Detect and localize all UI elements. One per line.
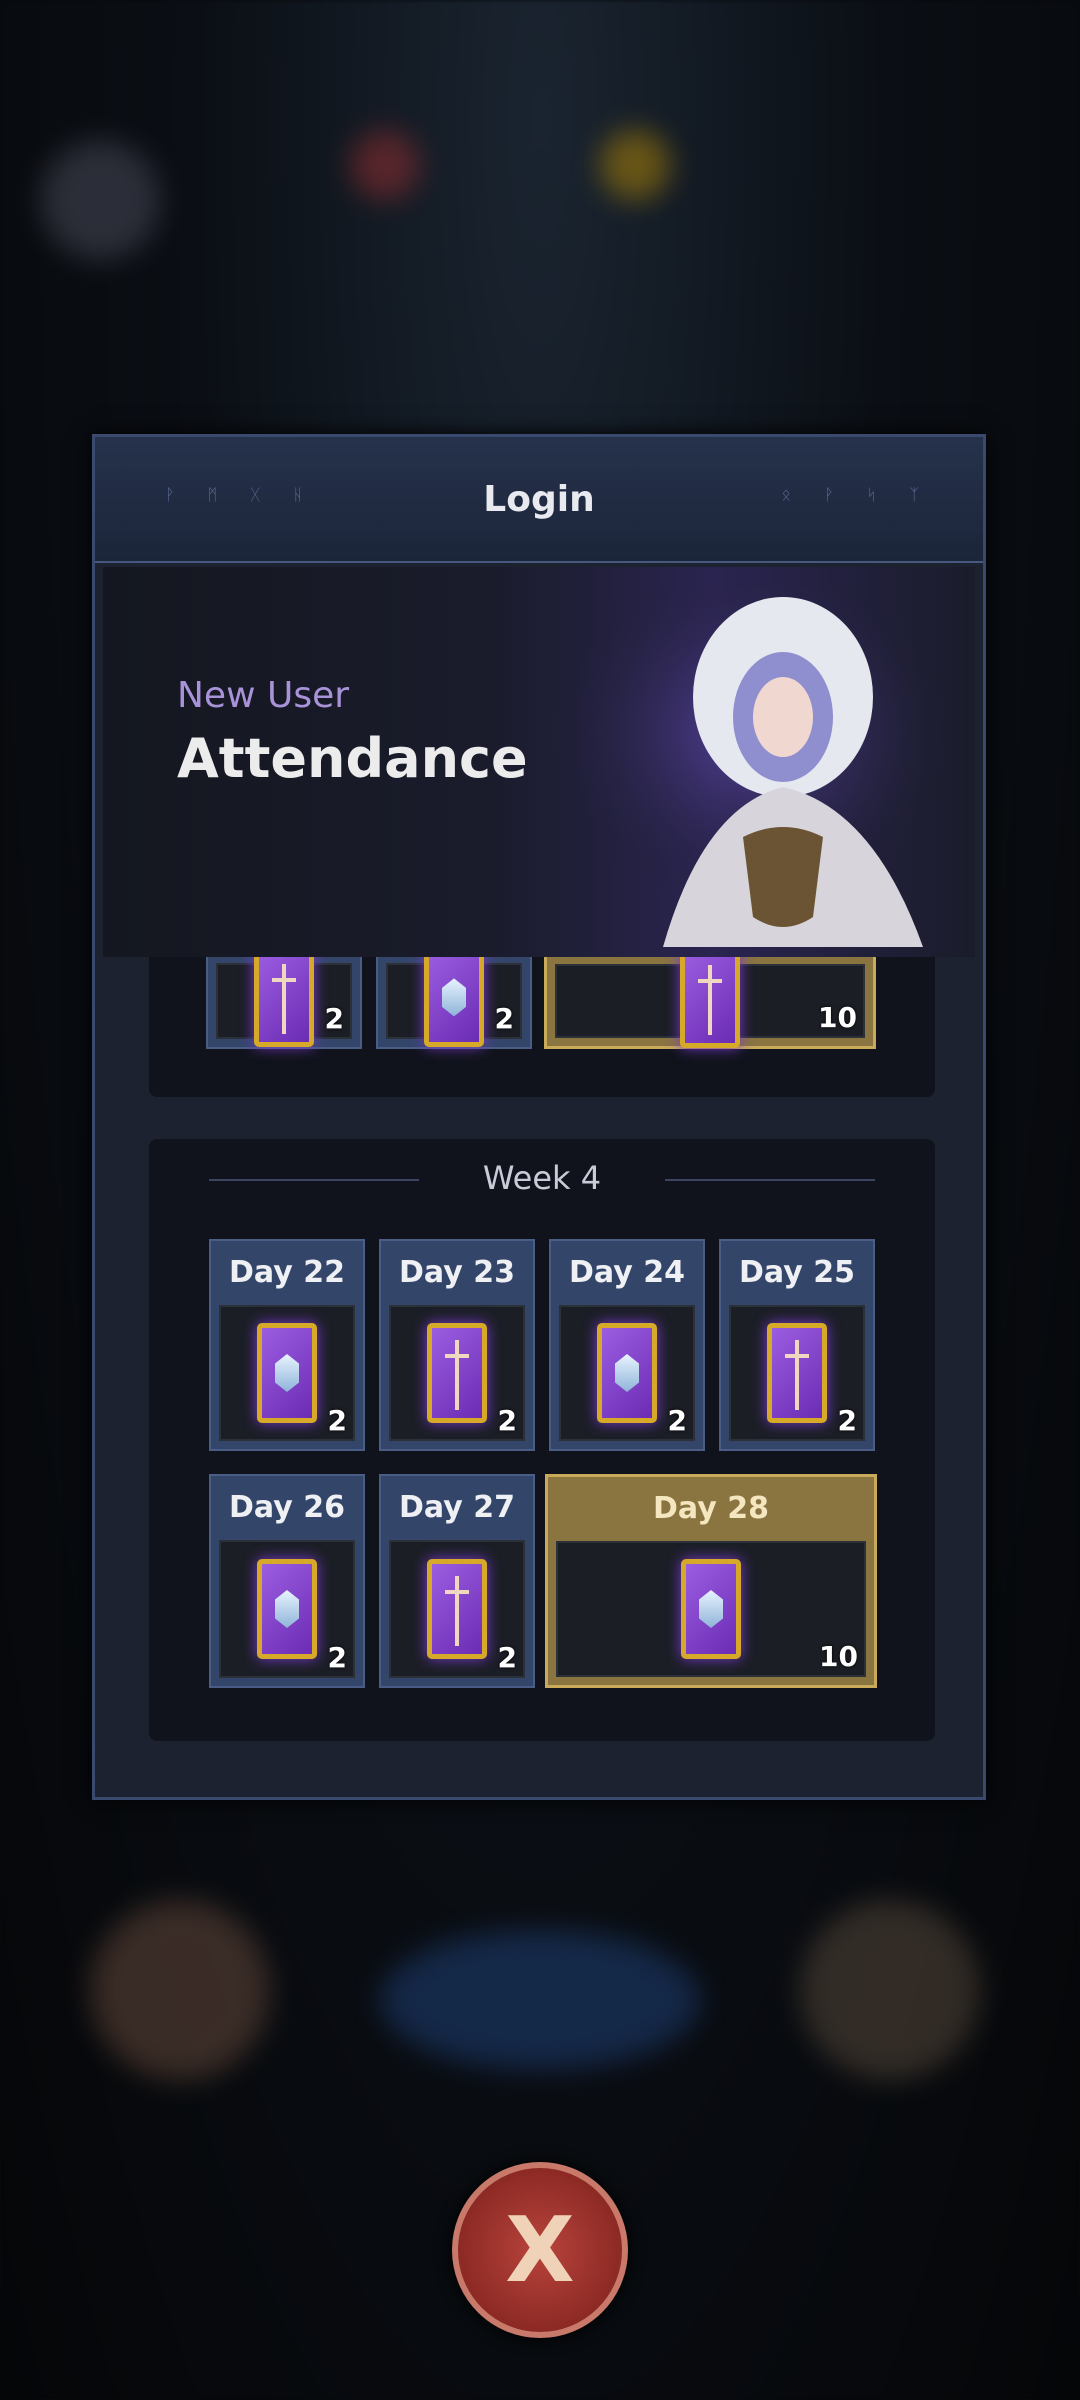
reward-quantity: 2 — [497, 1404, 517, 1437]
close-icon: X — [505, 2197, 575, 2303]
reward-quantity: 2 — [327, 1404, 347, 1437]
day-label: Day 25 — [739, 1254, 855, 1290]
day-cell[interactable]: Day 27 2 — [379, 1474, 535, 1688]
rune-decoration-right: ᛟ ᚹ ᛋ ᛉ — [781, 485, 933, 504]
login-dialog: ᚹ ᛗ ᚷ ᚺ Login ᛟ ᚹ ᛋ ᛉ New User Attendanc… — [92, 434, 986, 1800]
week-title: Week 4 — [482, 1159, 602, 1197]
divider — [665, 1179, 875, 1181]
sword-card-icon — [767, 1323, 827, 1423]
divider — [209, 1179, 419, 1181]
day-cell[interactable]: 2 — [376, 957, 532, 1049]
day-cell[interactable]: Day 22 2 — [209, 1239, 365, 1451]
day-cell[interactable]: Day 23 2 — [379, 1239, 535, 1451]
reward-quantity: 2 — [494, 1002, 514, 1035]
day-label: Day 24 — [569, 1254, 685, 1290]
reward-quantity: 2 — [667, 1404, 687, 1437]
reward-quantity: 2 — [837, 1404, 857, 1437]
day-label: Day 26 — [229, 1489, 345, 1525]
banner-subtitle: New User — [177, 675, 350, 716]
attendance-banner: New User Attendance — [103, 567, 975, 957]
dialog-header: ᚹ ᛗ ᚷ ᚺ Login ᛟ ᚹ ᛋ ᛉ — [95, 437, 983, 563]
gem-card-icon — [681, 1559, 741, 1659]
day-cell-highlight[interactable]: 10 — [544, 957, 876, 1049]
day-cell[interactable]: 2 — [206, 957, 362, 1049]
day-cell[interactable]: Day 25 2 — [719, 1239, 875, 1451]
reward-quantity: 2 — [327, 1641, 347, 1674]
close-button[interactable]: X — [452, 2162, 628, 2338]
gem-card-icon — [257, 1559, 317, 1659]
week-3-section: 2 2 10 — [149, 957, 935, 1097]
day-label: Day 22 — [229, 1254, 345, 1290]
gem-card-icon — [424, 957, 484, 1048]
rune-decoration-left: ᚹ ᛗ ᚷ ᚺ — [165, 485, 317, 504]
sword-card-icon — [254, 957, 314, 1048]
dialog-title: Login — [483, 478, 595, 520]
banner-title: Attendance — [177, 727, 528, 790]
day-label: Day 27 — [399, 1489, 515, 1525]
reward-quantity: 2 — [497, 1641, 517, 1674]
day-cell[interactable]: Day 24 2 — [549, 1239, 705, 1451]
week-4-section: Week 4 Day 22 2 Day 23 2 Day 24 2 Day 25 2 Day 2… — [149, 1139, 935, 1741]
sword-card-icon — [680, 957, 740, 1048]
reward-quantity: 10 — [819, 1640, 858, 1673]
day-label: Day 28 — [653, 1490, 769, 1526]
sword-card-icon — [427, 1559, 487, 1659]
reward-quantity: 2 — [324, 1002, 344, 1035]
sword-card-icon — [427, 1323, 487, 1423]
day-cell[interactable]: Day 28 10 — [545, 1474, 877, 1688]
character-illustration — [543, 587, 963, 947]
gem-card-icon — [597, 1323, 657, 1423]
day-cell[interactable]: Day 26 2 — [209, 1474, 365, 1688]
gem-card-icon — [257, 1323, 317, 1423]
attendance-scroll-list[interactable]: 2 2 10 Week 4 Day 22 2 Day 23 2 Day 24 2 Day 2… — [103, 957, 975, 1777]
day-label: Day 23 — [399, 1254, 515, 1290]
reward-quantity: 10 — [818, 1001, 857, 1034]
